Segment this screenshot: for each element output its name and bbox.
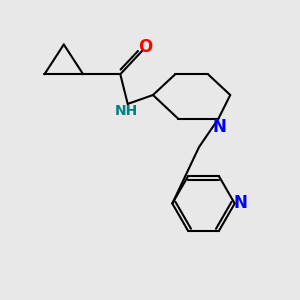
- Text: NH: NH: [115, 104, 138, 118]
- Text: N: N: [234, 194, 248, 212]
- Text: O: O: [138, 38, 153, 56]
- Text: N: N: [213, 118, 227, 136]
